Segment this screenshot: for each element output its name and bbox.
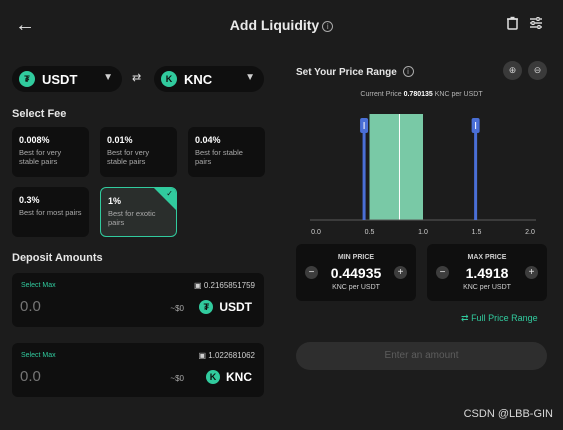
fee-desc: Best for most pairs: [19, 208, 82, 217]
liquidity-chart: 0.0 0.5 1.0 1.5 2.0: [310, 114, 536, 236]
min-price-value[interactable]: 0.44935: [330, 265, 382, 281]
select-fee-label: Select Fee: [12, 108, 67, 120]
current-price: Current Price 0.780135 KNC per USDT: [296, 91, 547, 98]
x-tick-label: 0.5: [365, 229, 375, 236]
wallet-icon: ▣: [194, 281, 202, 290]
decrement-min-button[interactable]: −: [305, 266, 318, 279]
zoom-out-icon[interactable]: ⊖: [528, 61, 547, 80]
range-title: Set Your Price Range i: [296, 66, 414, 78]
increment-max-button[interactable]: +: [525, 266, 538, 279]
deposit-token: ₮ USDT: [199, 300, 252, 314]
arrow-left-icon[interactable]: ←: [15, 14, 35, 36]
min-price-label: MIN PRICE: [337, 254, 375, 261]
page-title: Add Liquidity: [229, 17, 320, 33]
knc-icon: K: [206, 370, 220, 384]
fee-pct: 0.008%: [19, 135, 50, 145]
chevron-down-icon: ▼: [245, 72, 255, 83]
fee-pct: 0.3%: [19, 195, 40, 205]
token-a-label: USDT: [42, 71, 78, 87]
amount-input[interactable]: [20, 368, 120, 385]
sliders-icon[interactable]: [527, 16, 545, 34]
zoom-in-icon[interactable]: ⊕: [503, 61, 522, 80]
usdt-icon: ₮: [19, 71, 35, 87]
x-tick-label: 2.0: [525, 229, 535, 236]
wallet-icon: ▣: [198, 351, 207, 360]
header: ← Add Liquidity i: [0, 0, 563, 52]
watermark: CSDN @LBB-GIN: [463, 408, 553, 420]
fee-desc: Best for stable pairs: [195, 148, 243, 166]
min-price-unit: KNC per USDT: [332, 284, 380, 291]
full-range-button[interactable]: ⇄ Full Price Range: [461, 313, 538, 324]
deposit-row-usdt: Select Max ▣ 0.2165851759 ~$0 ₮ USDT: [12, 273, 264, 327]
fee-option-1[interactable]: ✓ 1% Best for exotic pairs: [100, 187, 177, 237]
wallet-balance: ▣ 0.2165851759: [194, 281, 255, 290]
info-icon[interactable]: i: [402, 66, 414, 77]
balance-value: 0.2165851759: [203, 281, 255, 290]
fee-desc: Best for exotic pairs: [108, 209, 156, 227]
enter-amount-button[interactable]: Enter an amount: [296, 342, 547, 370]
usdt-icon: ₮: [199, 300, 214, 314]
check-icon: ✓: [166, 189, 173, 198]
wallet-balance: ▣ 1.022681062: [198, 351, 255, 360]
max-price-handle[interactable]: [471, 118, 480, 220]
full-range-label: Full Price Range: [471, 313, 538, 323]
min-price-box: − + MIN PRICE 0.44935 KNC per USDT: [296, 244, 416, 301]
knc-icon: K: [161, 71, 177, 87]
max-price-box: − + MAX PRICE 1.4918 KNC per USDT: [427, 244, 547, 301]
fee-pct: 0.04%: [195, 135, 221, 145]
balance-value: 1.022681062: [208, 351, 255, 360]
x-tick-label: 1.5: [472, 229, 482, 236]
increment-min-button[interactable]: +: [394, 266, 407, 279]
fee-option-001[interactable]: 0.01% Best for very stable pairs: [100, 127, 177, 177]
current-price-label: Current Price: [360, 91, 402, 98]
fee-pct: 1%: [108, 196, 122, 206]
x-tick-label: 1.0: [418, 229, 428, 236]
fee-option-03[interactable]: 0.3% Best for most pairs: [12, 187, 89, 237]
amount-input[interactable]: [20, 298, 120, 315]
deposit-row-knc: Select Max ▣ 1.022681062 ~$0 K KNC: [12, 343, 264, 397]
max-price-label: MAX PRICE: [467, 254, 507, 261]
token-b-selector[interactable]: K KNC ▼: [154, 66, 264, 92]
fee-desc: Best for very stable pairs: [19, 148, 62, 166]
max-price-unit: KNC per USDT: [463, 284, 511, 291]
selected-corner: [154, 188, 176, 210]
min-price-handle[interactable]: [360, 118, 369, 220]
chevron-down-icon: ▼: [103, 72, 113, 83]
select-max-button[interactable]: Select Max: [21, 352, 56, 359]
token-b-label: KNC: [184, 71, 213, 87]
info-icon[interactable]: i: [322, 21, 334, 32]
decrement-max-button[interactable]: −: [436, 266, 449, 279]
fee-option-0008[interactable]: 0.008% Best for very stable pairs: [12, 127, 89, 177]
x-tick-label: 0.0: [311, 229, 321, 236]
swap-arrows-icon[interactable]: ⇄: [132, 72, 142, 84]
max-price-value[interactable]: 1.4918: [465, 265, 509, 281]
liquidity-band: [369, 114, 423, 220]
current-price-value: 0.780135: [403, 91, 433, 98]
fee-pct: 0.01%: [107, 135, 133, 145]
deposit-token: K KNC: [206, 370, 252, 384]
fee-desc: Best for very stable pairs: [107, 148, 150, 166]
trash-icon[interactable]: [503, 16, 521, 34]
select-max-button[interactable]: Select Max: [21, 282, 56, 289]
page-title-wrap: Add Liquidity i: [0, 17, 563, 33]
usd-value: ~$0: [170, 374, 184, 383]
deposit-amounts-label: Deposit Amounts: [12, 252, 103, 264]
current-price-unit: KNC per USDT: [434, 91, 483, 98]
token-a-selector[interactable]: ₮ USDT ▼: [12, 66, 122, 92]
deposit-token-label: USDT: [219, 300, 252, 314]
expand-arrows-icon: ⇄: [461, 313, 469, 323]
deposit-token-label: KNC: [226, 370, 252, 384]
fee-option-004[interactable]: 0.04% Best for stable pairs: [188, 127, 265, 177]
usd-value: ~$0: [170, 304, 184, 313]
range-title-text: Set Your Price Range: [296, 67, 397, 78]
